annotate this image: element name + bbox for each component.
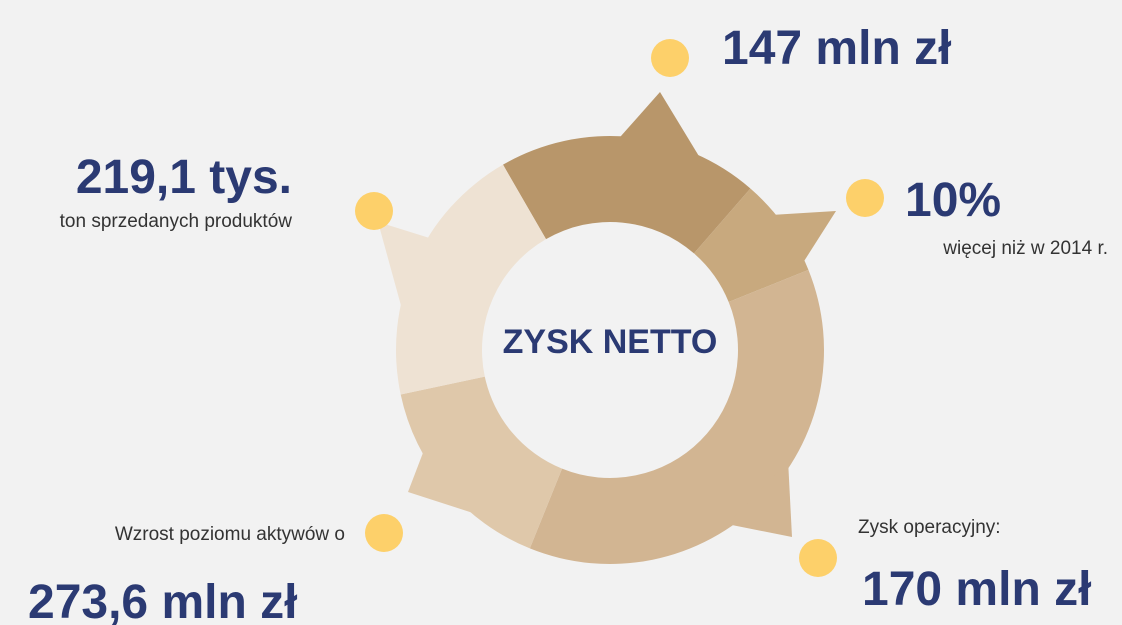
segment bbox=[693, 188, 809, 303]
caption: Wzrost poziomu aktywów o bbox=[115, 524, 345, 545]
segment bbox=[617, 92, 703, 162]
dot bbox=[799, 539, 837, 577]
caption: Zysk operacyjny: bbox=[858, 517, 1001, 538]
segment bbox=[395, 164, 546, 395]
segment bbox=[770, 211, 836, 265]
caption: więcej niż w 2014 r. bbox=[942, 238, 1108, 259]
caption: ton sprzedanych produktów bbox=[60, 211, 293, 232]
segment bbox=[529, 269, 824, 564]
value: 147 mln zł bbox=[722, 22, 951, 75]
donut bbox=[378, 92, 836, 564]
dot bbox=[365, 514, 403, 552]
segment bbox=[400, 376, 563, 549]
segment bbox=[727, 461, 792, 537]
center-label: ZYSK NETTO bbox=[503, 323, 718, 361]
segment bbox=[408, 448, 481, 516]
value: 10% bbox=[905, 174, 1001, 227]
value: 170 mln zł bbox=[862, 563, 1091, 616]
segment bbox=[378, 222, 432, 314]
dot bbox=[846, 179, 884, 217]
dot bbox=[355, 192, 393, 230]
dot bbox=[651, 39, 689, 77]
value: 273,6 mln zł bbox=[28, 576, 297, 625]
segment bbox=[503, 136, 751, 254]
value: 219,1 tys. bbox=[76, 151, 292, 204]
